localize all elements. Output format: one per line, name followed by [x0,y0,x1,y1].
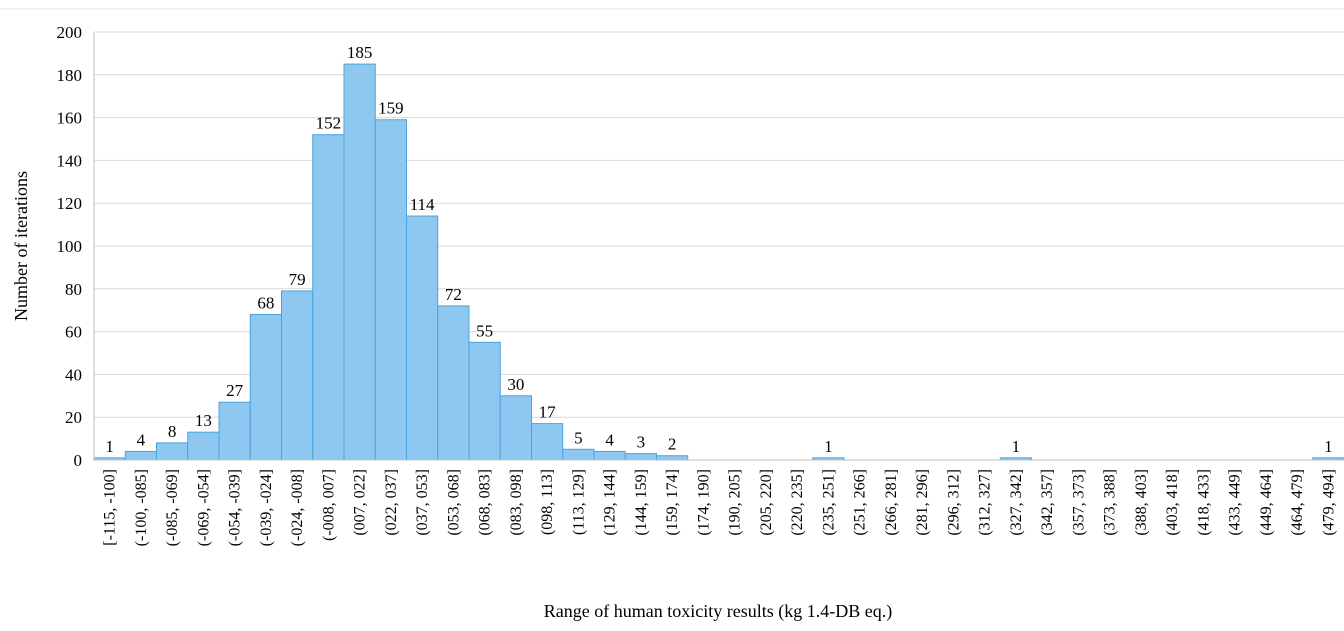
bar [374,119,407,461]
x-tick-label: (373, 388] [1102,469,1119,536]
y-tick-label: 60 [65,323,82,342]
data-label: 8 [168,422,177,441]
x-tick-label: (-024, -008] [289,469,306,546]
x-tick-label: (159, 174] [664,469,681,536]
data-label: 159 [378,99,404,118]
x-tick-label: (327, 342] [1008,469,1025,536]
x-tick-label: (235, 251] [820,469,837,536]
data-label: 30 [507,375,524,394]
x-tick-label: (357, 373] [1070,469,1087,536]
x-tick-label: (007, 022] [352,469,369,536]
axes [93,32,1344,461]
bar [656,455,689,461]
data-label: 3 [637,433,646,452]
x-tick-label: (-085, -069] [164,469,181,546]
bar [312,134,345,461]
x-tick-labels: [-115, -100] (-100, -085] (-085, -069] (-06… [102,469,1338,546]
x-tick-label: (-100, -085] [133,469,150,546]
x-tick-label: (464, 479] [1289,469,1306,536]
y-tick-label: 160 [57,109,83,128]
bar [624,453,657,461]
bar [531,423,564,461]
data-label: 4 [137,430,146,449]
x-tick-label: (113, 129] [570,469,587,535]
bar [437,305,470,461]
data-label: 72 [445,285,462,304]
x-tick-label: (037, 053] [414,469,431,536]
bars [93,63,1344,461]
x-tick-label: (022, 037] [383,469,400,536]
data-label: 1 [105,437,114,456]
x-tick-label: (083, 098] [508,469,525,536]
data-label: 27 [226,381,244,400]
x-axis-title: Range of human toxicity results (kg 1.4-… [544,601,892,622]
bar [281,290,314,461]
y-tick-label: 0 [74,451,83,470]
x-tick-label: (-054, -039] [227,469,244,546]
data-label: 17 [539,403,557,422]
data-label: 13 [195,411,212,430]
y-tick-label: 20 [65,408,82,427]
data-label: 4 [605,430,614,449]
x-tick-label: (-039, -024] [258,469,275,546]
bar [218,401,251,461]
data-label: 5 [574,428,583,447]
bar [156,442,189,461]
data-label: 68 [257,293,274,312]
data-label: 1 [1012,437,1021,456]
x-tick-label: (296, 312] [945,469,962,536]
x-tick-label: (098, 113] [539,469,556,535]
x-tick-label: (449, 464] [1258,469,1275,536]
y-tick-label: 180 [57,66,83,85]
bar [593,450,626,461]
y-tick-label: 200 [57,23,83,42]
data-label: 114 [410,195,435,214]
data-label: 1 [1324,437,1333,456]
y-tick-labels: 0 20 40 60 80 100 120 140 160 180 200 [57,23,83,470]
x-tick-label: (144, 159] [633,469,650,536]
x-tick-label: (281, 296] [914,469,931,536]
x-tick-label: (174, 190] [695,469,712,536]
x-tick-label: (205, 220] [758,469,775,536]
bar [187,431,220,461]
bar [406,215,439,461]
bar [468,341,501,461]
x-tick-label: (053, 068] [445,469,462,536]
bar [499,395,532,461]
x-tick-label: (479, 494] [1320,469,1337,536]
x-tick-label: (388, 403] [1133,469,1150,536]
x-tick-label: (403, 418] [1164,469,1181,536]
x-tick-label: (-069, -054] [195,469,212,546]
y-tick-label: 80 [65,280,82,299]
data-label: 1 [824,437,833,456]
y-tick-label: 120 [57,194,83,213]
y-tick-label: 40 [65,365,82,384]
data-labels: 1 4 8 13 27 68 79 152 185 159 114 72 55 30 17 5 4 3 2 1 1 1 [105,43,1332,456]
data-label: 2 [668,435,677,454]
x-tick-label: (342, 357] [1039,469,1056,536]
data-label: 185 [347,43,373,62]
x-tick-label: (190, 205] [727,469,744,536]
x-tick-label: (-008, 007] [320,469,337,541]
x-tick-label: (129, 144] [602,469,619,536]
bar [249,313,282,461]
y-tick-label: 140 [57,151,83,170]
bar [343,63,376,461]
x-tick-label: (433, 449] [1227,469,1244,536]
x-tick-label: (418, 433] [1195,469,1212,536]
x-tick-label: (220, 235] [789,469,806,536]
y-axis-title: Number of iterations [11,171,31,321]
x-tick-label: (312, 327] [977,469,994,536]
data-label: 55 [476,321,493,340]
x-tick-label: (068, 083] [477,469,494,536]
bar [124,450,157,461]
data-label: 152 [316,114,342,133]
bar [562,448,595,461]
y-tick-label: 100 [57,237,83,256]
x-tick-label: (266, 281] [883,469,900,536]
data-label: 79 [289,270,306,289]
x-tick-label: [-115, -100] [102,469,119,546]
x-tick-label: (251, 266] [852,469,869,536]
